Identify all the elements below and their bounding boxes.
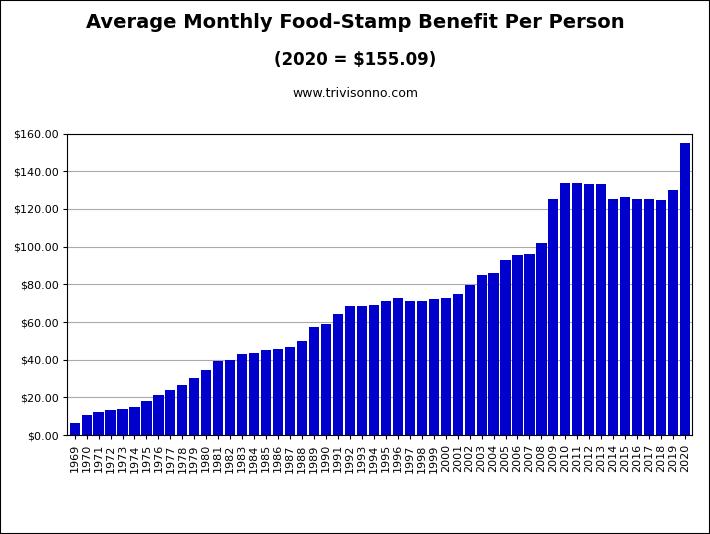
Bar bbox=[94, 412, 104, 435]
Bar bbox=[178, 385, 187, 435]
Text: www.trivisonno.com: www.trivisonno.com bbox=[292, 87, 418, 99]
Bar bbox=[680, 143, 690, 435]
Bar bbox=[201, 370, 212, 435]
Bar bbox=[82, 415, 92, 435]
Bar bbox=[297, 341, 307, 435]
Bar bbox=[513, 255, 523, 435]
Bar bbox=[525, 254, 535, 435]
Bar bbox=[213, 360, 224, 435]
Bar bbox=[117, 409, 128, 435]
Text: (2020 = $155.09): (2020 = $155.09) bbox=[274, 51, 436, 69]
Bar bbox=[190, 378, 200, 435]
Bar bbox=[644, 199, 654, 435]
Bar bbox=[429, 299, 439, 435]
Bar bbox=[572, 183, 582, 435]
Bar bbox=[141, 400, 151, 435]
Bar bbox=[261, 350, 271, 435]
Bar bbox=[285, 347, 295, 435]
Text: Average Monthly Food-Stamp Benefit Per Person: Average Monthly Food-Stamp Benefit Per P… bbox=[86, 13, 624, 33]
Bar bbox=[333, 314, 343, 435]
Bar bbox=[548, 199, 559, 435]
Bar bbox=[393, 298, 403, 435]
Bar bbox=[536, 242, 547, 435]
Bar bbox=[249, 353, 259, 435]
Bar bbox=[464, 285, 475, 435]
Bar bbox=[309, 327, 319, 435]
Bar bbox=[501, 260, 510, 435]
Bar bbox=[70, 423, 80, 435]
Bar bbox=[596, 184, 606, 435]
Bar bbox=[441, 299, 451, 435]
Bar bbox=[620, 197, 630, 435]
Bar bbox=[632, 199, 643, 435]
Bar bbox=[488, 273, 498, 435]
Bar bbox=[476, 275, 486, 435]
Bar bbox=[153, 395, 163, 435]
Bar bbox=[608, 199, 618, 435]
Bar bbox=[225, 360, 235, 435]
Bar bbox=[381, 301, 391, 435]
Bar bbox=[452, 294, 463, 435]
Bar bbox=[656, 200, 666, 435]
Bar bbox=[321, 324, 331, 435]
Bar bbox=[405, 301, 415, 435]
Bar bbox=[560, 183, 570, 435]
Bar bbox=[106, 410, 116, 435]
Bar bbox=[129, 407, 140, 435]
Bar bbox=[368, 305, 379, 435]
Bar bbox=[584, 184, 594, 435]
Bar bbox=[357, 306, 367, 435]
Bar bbox=[237, 354, 247, 435]
Bar bbox=[165, 390, 175, 435]
Bar bbox=[345, 306, 355, 435]
Bar bbox=[417, 301, 427, 435]
Bar bbox=[273, 349, 283, 435]
Bar bbox=[668, 191, 678, 435]
